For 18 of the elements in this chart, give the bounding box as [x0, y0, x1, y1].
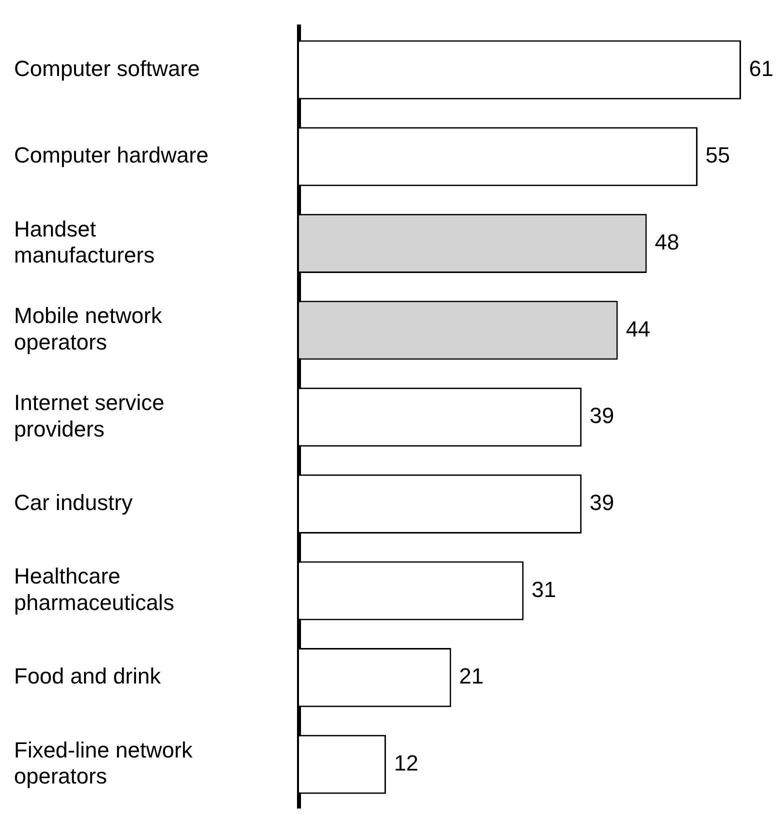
y-tick-label: Car industry [14, 490, 133, 515]
data-label: 12 [394, 750, 418, 776]
y-tick-label: Food and drink [14, 664, 162, 689]
data-label: 31 [532, 576, 556, 602]
y-tick-label: Handset manufacturers [14, 216, 155, 268]
y-tick-label: Healthcare pharmaceuticals [14, 564, 174, 616]
data-label: 21 [459, 664, 484, 689]
y-tick-label: Internet service providers [14, 390, 164, 442]
data-label: 61 [749, 56, 774, 81]
y-tick-label: Mobile network operators [14, 303, 163, 355]
y-tick-label: Computer hardware [14, 142, 208, 168]
data-label: 39 [590, 490, 614, 515]
y-tick-label: Fixed-line network operators [14, 737, 194, 789]
y-tick-label: Computer software [14, 56, 200, 81]
data-label: 55 [706, 142, 730, 168]
data-label: 48 [654, 230, 680, 255]
data-label: 39 [590, 403, 614, 428]
data-label: 44 [626, 316, 650, 342]
